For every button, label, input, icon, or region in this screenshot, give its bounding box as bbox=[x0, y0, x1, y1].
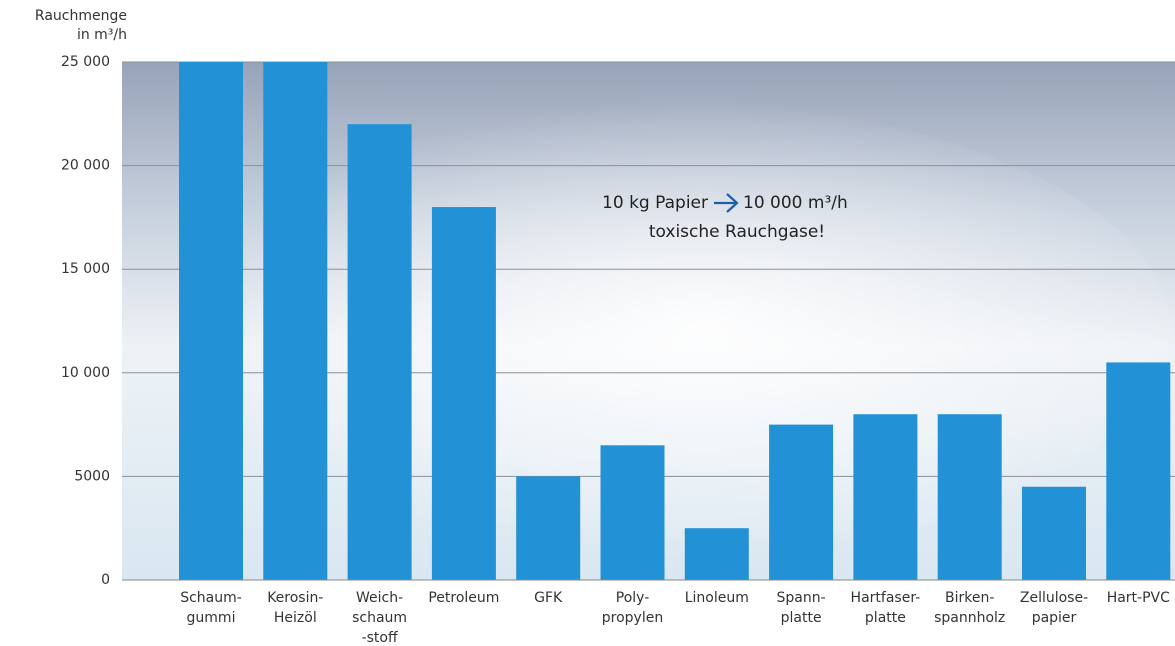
x-tick-label: Hart-PVC bbox=[1107, 590, 1170, 606]
bars bbox=[179, 62, 1171, 581]
bar bbox=[179, 62, 243, 580]
x-tick-label: Zellulose-papier bbox=[1020, 590, 1088, 626]
x-tick-label: Schaum-gummi bbox=[180, 590, 242, 626]
bar bbox=[1022, 486, 1086, 580]
x-tick-label: Weich-schaum -stoff bbox=[352, 590, 407, 646]
bar bbox=[853, 414, 918, 580]
y-tick-label: 10 000 bbox=[61, 365, 110, 381]
y-tick-label: 15 000 bbox=[61, 261, 110, 277]
y-tick-label: 20 000 bbox=[61, 158, 110, 174]
x-tick-label: Hartfaser-platte bbox=[851, 590, 921, 626]
x-tick-label: Spann-platte bbox=[777, 590, 826, 626]
bar bbox=[769, 424, 834, 580]
bar bbox=[263, 62, 328, 580]
bar bbox=[937, 414, 1002, 580]
bar bbox=[516, 476, 581, 580]
bar bbox=[684, 528, 749, 580]
annotation: 10 kg Papier bbox=[602, 193, 708, 213]
x-tick-label: Linoleum bbox=[685, 590, 749, 606]
y-tick-label: 0 bbox=[101, 572, 110, 588]
x-tick-label: Poly-propylen bbox=[602, 590, 663, 626]
x-tick-label: Kerosin-Heizöl bbox=[267, 590, 323, 626]
bar bbox=[1106, 362, 1171, 580]
x-tick-label: GFK bbox=[534, 590, 563, 606]
annotation: toxische Rauchgase! bbox=[649, 222, 825, 242]
x-tick-label: Petroleum bbox=[428, 590, 499, 606]
y-tick-label: 5000 bbox=[74, 468, 110, 484]
x-tick-label: Birken-spannholz bbox=[934, 590, 1005, 626]
annotation-arrow bbox=[714, 193, 739, 213]
y-tick-label: 25 000 bbox=[61, 54, 110, 70]
bar bbox=[600, 445, 665, 580]
annotation: 10 000 m³/h bbox=[743, 193, 848, 213]
y-axis-title: Rauchmenge in m³/h bbox=[35, 8, 127, 43]
bar bbox=[431, 207, 496, 581]
bar bbox=[347, 124, 412, 580]
